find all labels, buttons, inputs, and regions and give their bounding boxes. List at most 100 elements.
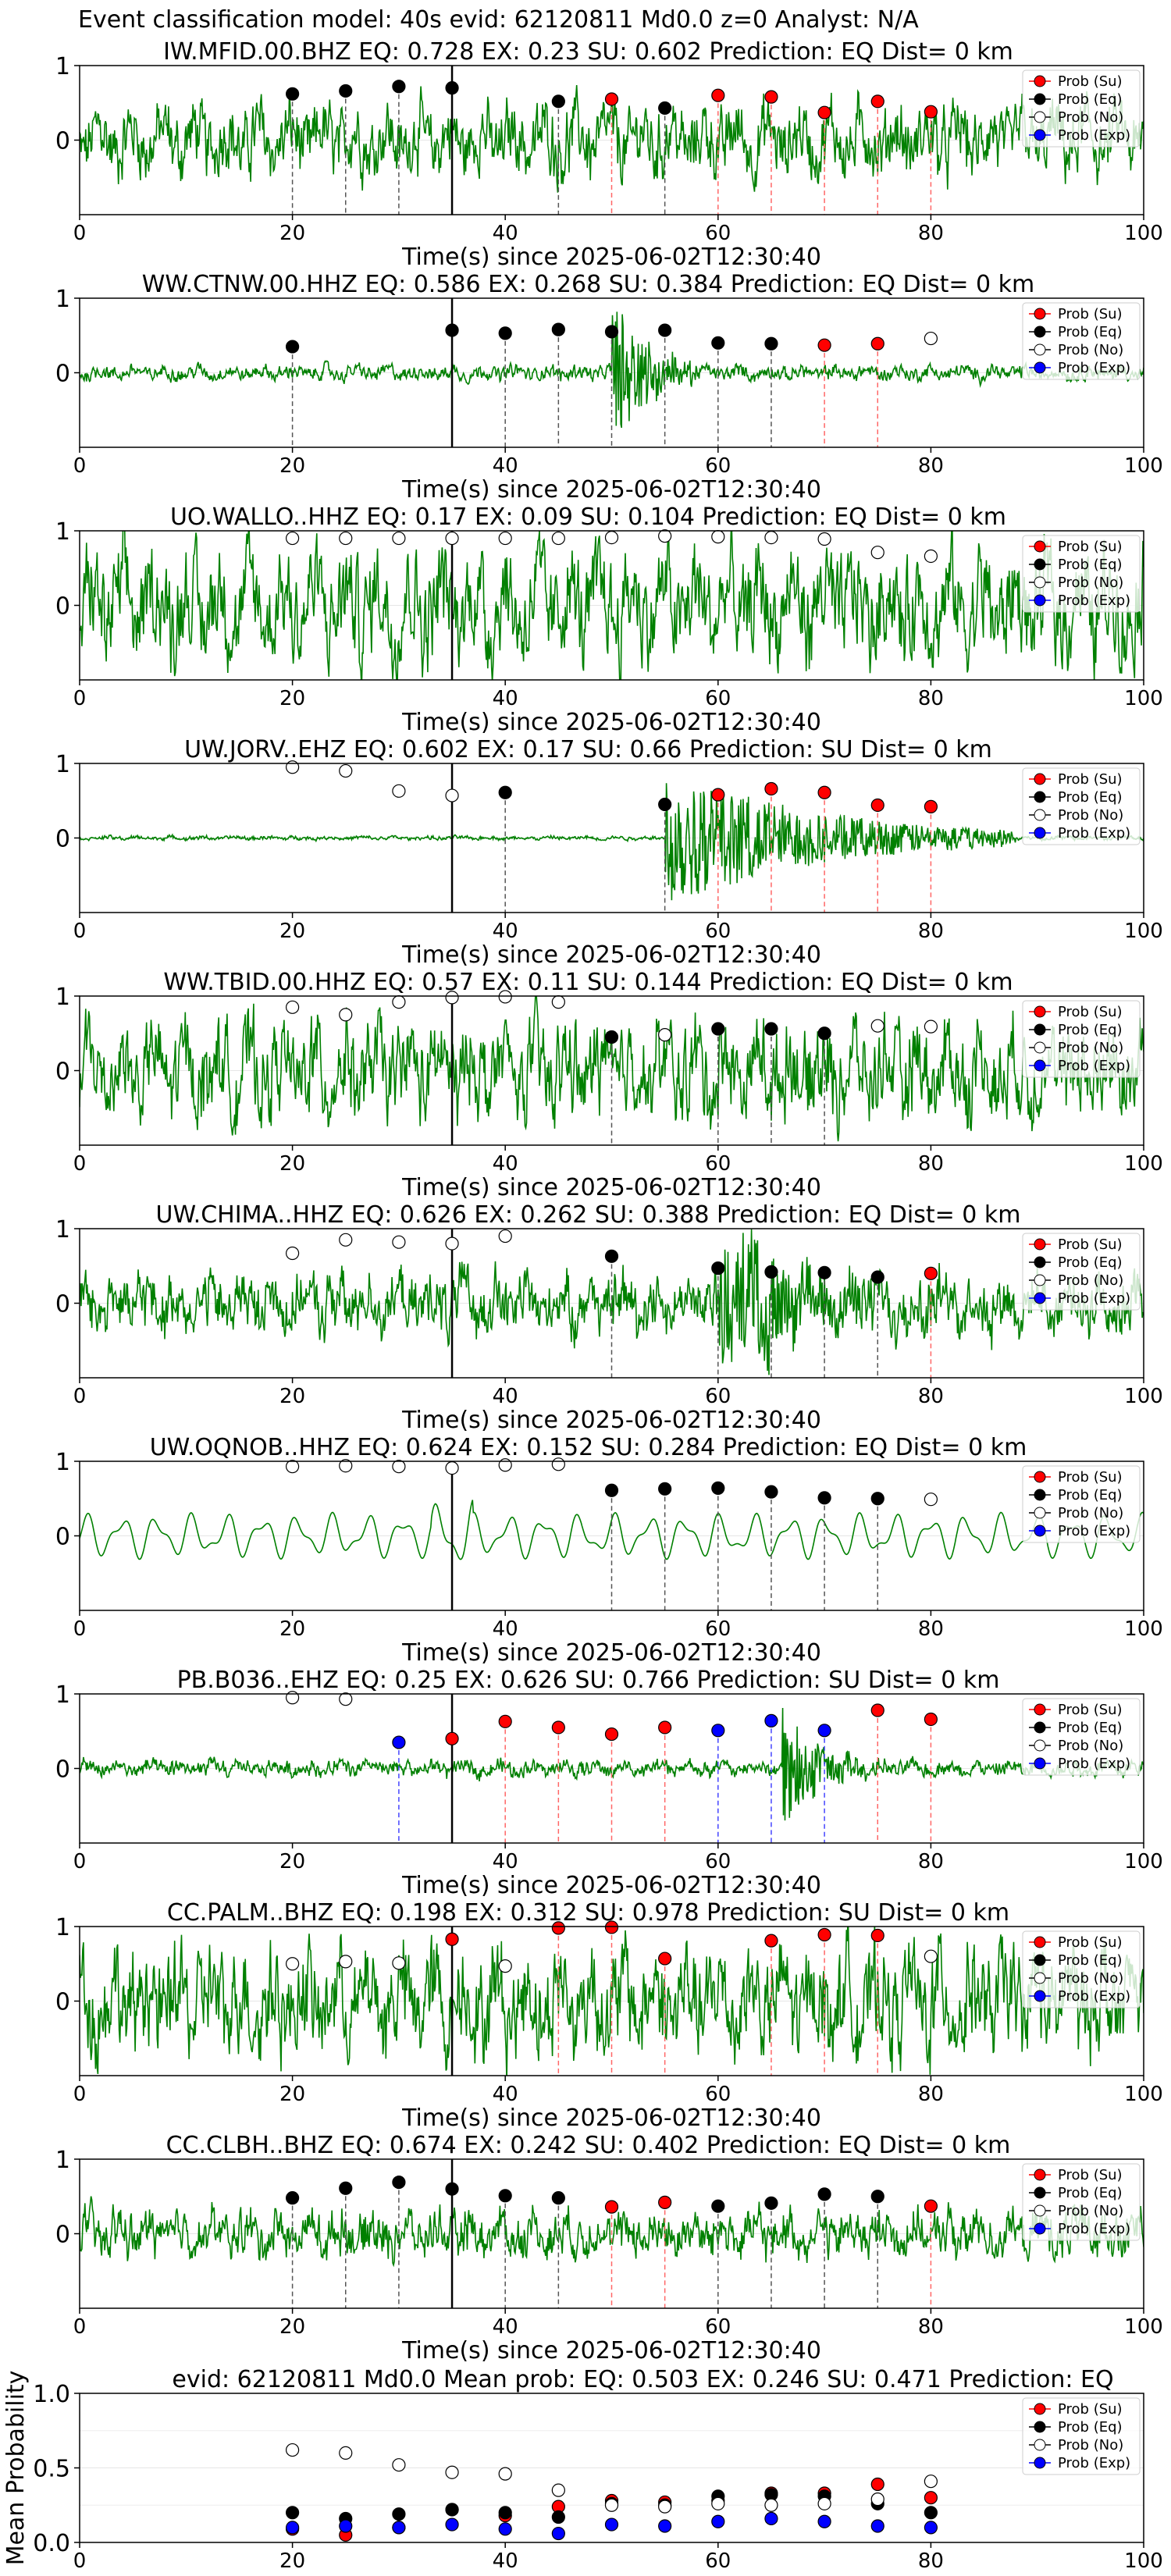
legend-marker [1034,361,1046,374]
legend-box [1022,302,1141,380]
x-tick-label: 60 [705,222,731,245]
mean-marker-no [658,2500,672,2514]
legend-marker [1034,2222,1046,2235]
prob-marker-eq [604,1030,619,1044]
legend-label: Prob (Su) [1058,2401,1123,2418]
prob-marker-eq [817,1265,831,1279]
prob-marker-eq [445,81,459,95]
x-tick-label: 20 [279,687,305,710]
prob-marker-su [604,1920,619,1934]
prob-marker-su [498,1714,512,1728]
x-tick-label: 20 [279,920,305,943]
prob-marker-eq [711,1261,725,1276]
prob-marker-no [339,1459,353,1473]
prob-marker-no [924,1019,938,1034]
prob-marker-no [711,530,725,544]
legend-marker [1034,1238,1046,1251]
legend-label: Prob (Exp) [1058,1756,1130,1772]
legend-label: Prob (Exp) [1058,360,1130,376]
prob-marker-su [817,785,831,799]
x-tick-label: 100 [1124,920,1163,943]
x-tick-label: 20 [279,2549,305,2573]
legend-label: Prob (No) [1058,2437,1123,2453]
legend-marker [1034,2186,1046,2199]
legend-marker [1034,2457,1046,2469]
legend-marker [1034,1954,1046,1966]
x-tick-label: 100 [1124,222,1163,245]
panel-WW.TBID.00.HHZ: WW.TBID.00.HHZ EQ: 0.57 EX: 0.11 SU: 0.1… [55,969,1163,1201]
x-tick-label: 40 [493,1385,518,1408]
prob-marker-no [870,546,884,560]
mean-marker-eq [551,2510,565,2524]
axes-frame [79,1228,1144,1379]
y-tick-label: 0 [55,593,70,621]
mean-marker-eq [445,2503,459,2517]
x-tick-label: 0 [73,1850,87,1873]
x-tick-label: 80 [918,687,944,710]
x-tick-label: 0 [73,2083,87,2106]
prob-marker-eq [817,1026,831,1041]
axes-frame [79,65,1144,215]
legend-label: Prob (Su) [1058,306,1123,322]
legend-label: Prob (Eq) [1058,1720,1123,1736]
y-tick-label: 1 [55,286,70,313]
prob-marker-eq [339,84,353,98]
prob-marker-eq [711,1022,725,1036]
legend-marker [1034,2421,1046,2433]
y-tick-label: 0 [55,1059,70,1086]
legend: Prob (Su)Prob (Eq)Prob (No)Prob (Exp) [1022,535,1141,613]
mean-marker-no [445,2465,459,2479]
figure-suptitle: Event classification model: 40s evid: 62… [78,6,919,34]
prob-marker-eq [286,87,300,101]
legend-label: Prob (No) [1058,1040,1123,1056]
legend-marker [1034,1990,1046,2002]
prob-marker-no [498,1959,512,1973]
panel-title: UO.WALLO..HHZ EQ: 0.17 EX: 0.09 SU: 0.10… [170,503,1006,531]
legend-label: Prob (No) [1058,807,1123,824]
prob-marker-su [870,1703,884,1717]
mean-marker-exp [286,2521,300,2535]
mean-marker-no [924,2475,938,2489]
legend: Prob (Su)Prob (Eq)Prob (No)Prob (Exp) [1022,1000,1141,1078]
mean-marker-eq [286,2506,300,2520]
prob-marker-no [551,1457,565,1471]
legend-label: Prob (Su) [1058,1934,1123,1951]
y-tick-label: 1.0 [33,2381,70,2408]
mean-marker-exp [551,2526,565,2541]
prob-marker-su [764,781,778,796]
legend-label: Prob (Exp) [1058,1988,1130,2005]
x-tick-label: 40 [493,687,518,710]
panel-PB.B036..EHZ: PB.B036..EHZ EQ: 0.25 EX: 0.626 SU: 0.76… [55,1667,1163,1899]
x-tick-label: 60 [705,1617,731,1641]
panel-UW.CHIMA..HHZ: UW.CHIMA..HHZ EQ: 0.626 EX: 0.262 SU: 0.… [55,1201,1163,1434]
x-tick-label: 20 [279,2315,305,2339]
waveform-trace [80,783,1144,901]
legend-label: Prob (No) [1058,109,1123,126]
legend-box [1022,1465,1141,1543]
y-tick-label: 1 [55,1449,70,1476]
legend-marker [1034,1507,1046,1519]
prob-marker-no [286,760,300,774]
prob-marker-eq [764,2196,778,2210]
x-tick-label: 20 [279,1385,305,1408]
legend: Prob (Su)Prob (Eq)Prob (No)Prob (Exp) [1022,1465,1141,1543]
prob-marker-eq [817,2187,831,2201]
x-tick-label: 20 [279,454,305,478]
prob-marker-eq [498,2189,512,2203]
mean-probability-panel: evid: 62120811 Md0.0 Mean prob: EQ: 0.50… [2,2366,1163,2573]
prob-marker-eq [764,1022,778,1036]
y-tick-label: 0 [55,2222,70,2249]
legend-marker [1034,1471,1046,1483]
prob-marker-no [870,1019,884,1033]
x-tick-label: 0 [73,687,87,710]
prob-marker-su [924,1266,938,1280]
y-tick-label: 1 [55,1216,70,1244]
x-tick-label: 20 [279,222,305,245]
x-tick-label: 100 [1124,1152,1163,1176]
prob-marker-no [445,788,459,802]
y-tick-label: 1 [55,518,70,546]
legend: Prob (Su)Prob (Eq)Prob (No)Prob (Exp) [1022,1930,1141,2008]
legend-label: Prob (Eq) [1058,1022,1123,1038]
legend-marker [1034,1489,1046,1501]
